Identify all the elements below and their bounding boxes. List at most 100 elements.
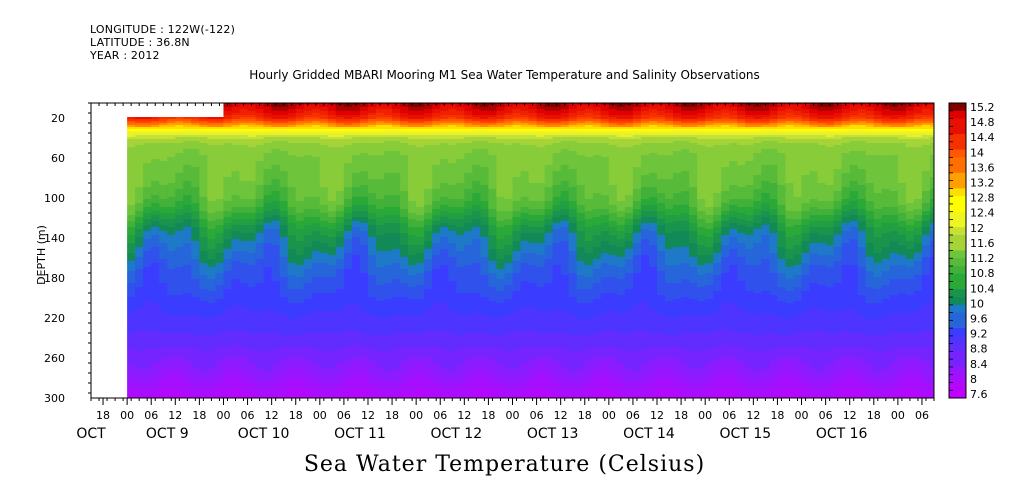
heatmap-cell [135,151,144,154]
heatmap-cell [207,135,217,138]
heatmap-cell [183,357,192,360]
heatmap-cell [127,387,136,390]
heatmap-cell [207,229,217,232]
heatmap-cell [151,385,160,388]
heatmap-cell [191,371,200,374]
heatmap-cell [183,305,192,308]
heatmap-cell [127,363,136,366]
heatmap-cell [159,263,168,266]
heatmap-cell [207,185,217,188]
heatmap-cell [127,237,136,240]
heatmap-cell [143,327,152,330]
heatmap-cell [191,133,200,136]
heatmap-cell [167,225,176,228]
heatmap-cell [151,233,160,236]
heatmap-cell [183,209,192,212]
heatmap-cell [167,315,176,318]
heatmap-cell [159,325,168,328]
heatmap-cell [215,163,225,166]
heatmap-cell [215,157,225,160]
heatmap-cell [199,121,209,124]
heatmap-cell [127,377,136,380]
heatmap-cell [159,177,168,180]
heatmap-cell [231,233,241,236]
heatmap-cell [159,259,168,262]
heatmap-cell [135,369,144,372]
heatmap-cell [151,275,160,278]
heatmap-cell [223,375,233,378]
heatmap-cell [199,287,209,290]
heatmap-cell [159,271,168,274]
heatmap-cell [231,355,241,358]
heatmap-cell [167,275,176,278]
heatmap-cell [167,175,176,178]
heatmap-cell [199,175,209,178]
heatmap-cell [127,369,136,372]
heatmap-cell [215,149,225,152]
heatmap-cell [135,327,144,330]
heatmap-cell [183,339,192,342]
heatmap-cell [199,139,209,142]
heatmap-cell [151,251,160,254]
heatmap-cell [223,119,233,122]
heatmap-cell [191,197,200,200]
heatmap-cell [167,177,176,180]
heatmap-cell [223,205,233,208]
heatmap-cell [183,193,192,196]
heatmap-cell [127,249,136,252]
heatmap-cell [207,341,217,344]
heatmap-cell [207,177,217,180]
heatmap-cell [215,337,225,340]
heatmap-cell [167,207,176,210]
heatmap-cell [135,171,144,174]
heatmap-cell [207,351,217,354]
heatmap-cell [135,225,144,228]
heatmap-cell [143,329,152,332]
heatmap-cell [127,163,136,166]
heatmap-cell [167,133,176,136]
heatmap-cell [191,169,200,172]
heatmap-cell [135,347,144,350]
heatmap-cell [215,275,225,278]
heatmap-cell [183,377,192,380]
heatmap-cell [191,315,200,318]
heatmap-cell [151,295,160,298]
heatmap-cell [143,295,152,298]
heatmap-cell [151,283,160,286]
heatmap-cell [199,297,209,300]
heatmap-cell [223,269,233,272]
heatmap-cell [183,249,192,252]
heatmap-cell [199,197,209,200]
heatmap-cell [183,315,192,318]
heatmap-cell [191,319,200,322]
heatmap-cell [207,323,217,326]
heatmap-cell [183,157,192,160]
heatmap-cell [159,119,168,122]
heatmap-cell [167,299,176,302]
heatmap-cell [151,219,160,222]
heatmap-cell [159,343,168,346]
heatmap-cell [223,351,233,354]
heatmap-cell [223,371,233,374]
heatmap-cell [167,393,176,396]
heatmap-cell [143,375,152,378]
heatmap-cell [175,383,184,386]
heatmap-cell [151,151,160,154]
heatmap-cell [143,331,152,334]
heatmap-cell [223,391,233,394]
heatmap-cell [199,371,209,374]
heatmap-cell [127,251,136,254]
heatmap-cell [207,327,217,330]
heatmap-cell [127,317,136,320]
heatmap-cell [183,393,192,396]
heatmap-cell [159,313,168,316]
heatmap-cell [215,167,225,170]
heatmap-cell [191,243,200,246]
heatmap-cell [143,249,152,252]
heatmap-cell [175,279,184,282]
heatmap-cell [151,343,160,346]
heatmap-cell [151,221,160,224]
heatmap-cell [183,391,192,394]
heatmap-cell [159,239,168,242]
heatmap-cell [199,375,209,378]
